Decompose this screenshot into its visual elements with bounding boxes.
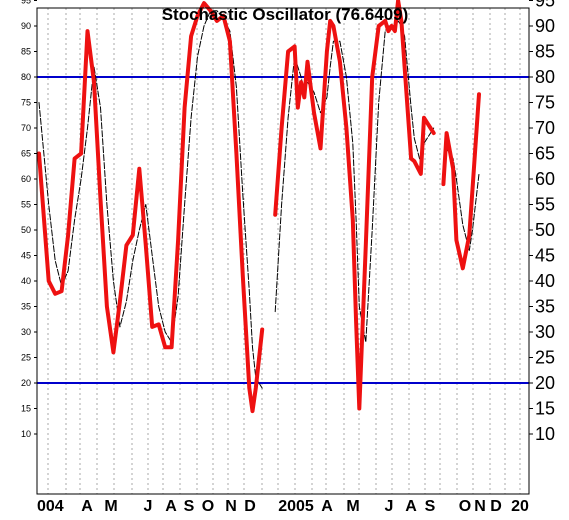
reference-lines	[37, 76, 529, 384]
x-tick-label: 2005	[278, 498, 314, 515]
y-tick-label-right: 15	[535, 399, 555, 419]
y-tick-label-left: 90	[21, 21, 31, 31]
x-tick-label: S	[425, 498, 436, 515]
y-tick-label-left: 55	[21, 200, 31, 210]
x-tick-label: A	[405, 498, 417, 515]
y-tick-label-left: 60	[21, 174, 31, 184]
x-tick-label: N	[225, 498, 237, 515]
y-tick-label-left: 25	[21, 353, 31, 363]
y-tick-label-right: 45	[535, 246, 555, 266]
y-tick-label-left: 45	[21, 251, 31, 261]
x-tick-label: A	[81, 498, 93, 515]
y-tick-label-left: 70	[21, 123, 31, 133]
y-tick-label-right: 10	[535, 424, 555, 444]
x-tick-label: N	[474, 498, 486, 515]
y-tick-label-right: 95	[535, 0, 555, 11]
y-tick-label-left: 80	[21, 72, 31, 82]
x-tick-label: S	[184, 498, 195, 515]
chart-title: Stochastic Oscillator (76.6409)	[162, 5, 409, 24]
y-tick-label-right: 60	[535, 169, 555, 189]
x-tick-label: D	[244, 498, 256, 515]
x-tick-label: J	[144, 498, 153, 515]
y-tick-label-left: 35	[21, 302, 31, 312]
series-layer	[37, 0, 481, 414]
y-axis-left: 101520253035404550556065707580859095100	[21, 0, 37, 439]
x-tick-label: D	[490, 498, 502, 515]
y-tick-label-left: 10	[21, 429, 31, 439]
x-tick-label: O	[459, 498, 471, 515]
y-tick-label-right: 35	[535, 297, 555, 317]
y-tick-label-right: 50	[535, 220, 555, 240]
y-tick-label-left: 20	[21, 378, 31, 388]
y-tick-label-right: 55	[535, 195, 555, 215]
y-tick-label-right: 75	[535, 93, 555, 113]
y-tick-label-left: 50	[21, 225, 31, 235]
x-tick-label: M	[346, 498, 359, 515]
plot-frame	[36, 7, 530, 495]
x-tick-label: 004	[37, 498, 64, 515]
y-tick-label-left: 15	[21, 404, 31, 414]
fast-line-segment-0	[37, 1, 265, 414]
y-tick-label-right: 65	[535, 144, 555, 164]
y-tick-label-left: 40	[21, 276, 31, 286]
x-tick-label: O	[202, 498, 214, 515]
fast-line-segment-2	[441, 92, 481, 271]
y-tick-label-left: 30	[21, 327, 31, 337]
y-tick-label-right: 40	[535, 271, 555, 291]
x-tick-label: A	[321, 498, 333, 515]
y-tick-label-left: 65	[21, 149, 31, 159]
x-tick-label: A	[165, 498, 177, 515]
fast-line-segment-1	[273, 0, 436, 411]
y-tick-label-left: 85	[21, 47, 31, 57]
x-axis: 004 A M J A S O N D 2005 A M J A S O N D 20	[37, 498, 529, 515]
y-tick-label-right: 30	[535, 322, 555, 342]
y-tick-label-right: 70	[535, 118, 555, 138]
x-tick-label: 20	[511, 498, 529, 515]
x-tick-label: M	[104, 498, 117, 515]
y-tick-label-left: 95	[21, 0, 31, 6]
y-tick-label-right: 25	[535, 348, 555, 368]
x-tick-label: J	[385, 498, 394, 515]
y-tick-label-right: 80	[535, 67, 555, 87]
y-tick-label-right: 20	[535, 373, 555, 393]
y-tick-label-right: 85	[535, 42, 555, 62]
y-tick-label-left: 75	[21, 98, 31, 108]
y-axis-right: 101520253035404550556065707580859095100	[529, 0, 555, 444]
y-tick-label-right: 90	[535, 16, 555, 36]
